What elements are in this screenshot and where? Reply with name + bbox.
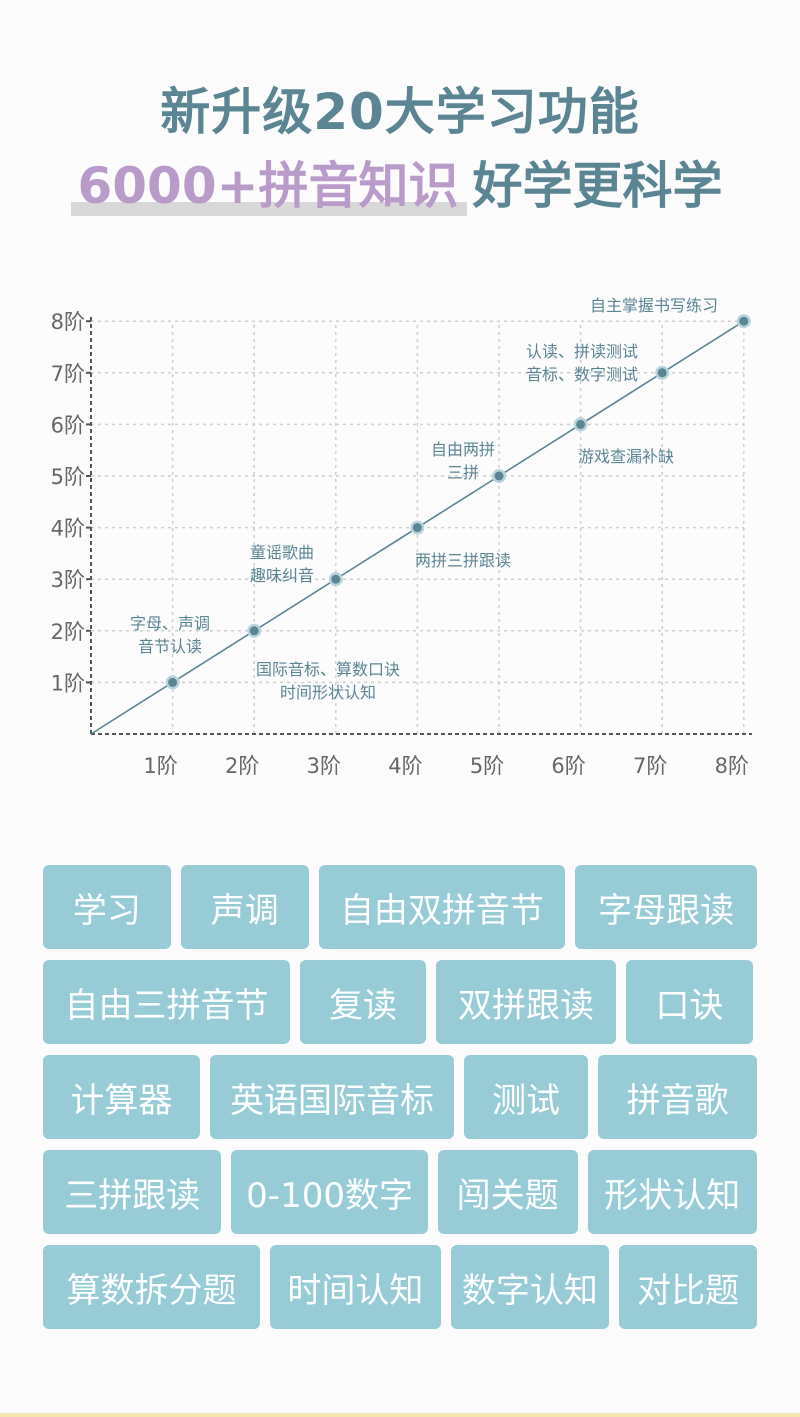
- x-tick-label: 5阶: [470, 754, 504, 778]
- annotation-label: 字母、声调: [130, 614, 210, 633]
- annotation-label: 自主掌握书写练习: [590, 296, 718, 315]
- feature-tag: 拼音歌: [598, 1055, 758, 1139]
- y-tick-label: 4阶: [51, 517, 85, 541]
- feature-tag: 对比题: [619, 1245, 757, 1329]
- annotation-label: 音节认读: [138, 637, 202, 656]
- annotation-label: 游戏查漏补缺: [578, 447, 674, 466]
- annotation-label: 认读、拼读测试: [526, 342, 638, 361]
- feature-tag: 闯关题: [437, 1150, 578, 1234]
- feature-tag: 学习: [43, 865, 171, 949]
- feature-tag: 三拼跟读: [43, 1150, 222, 1234]
- feature-tag: 计算器: [43, 1055, 200, 1139]
- data-point: [168, 677, 178, 687]
- tag-row: 三拼跟读 0-100数字 闯关题 形状认知: [43, 1150, 758, 1234]
- feature-tag: 自由双拼音节: [318, 865, 566, 949]
- annotation-label: 国际音标、算数口诀: [256, 660, 400, 679]
- feature-tag: 形状认知: [587, 1150, 758, 1234]
- page-title: 新升级20大学习功能: [160, 83, 640, 141]
- feature-tag: 双拼跟读: [436, 960, 616, 1044]
- y-tick-label: 2阶: [51, 620, 85, 644]
- y-tick-label: 5阶: [51, 465, 85, 489]
- data-point: [249, 626, 259, 636]
- feature-tag: 数字认知: [450, 1245, 610, 1329]
- data-point: [657, 368, 667, 378]
- y-tick-label: 8阶: [51, 310, 85, 334]
- feature-tag: 英语国际音标: [209, 1055, 455, 1139]
- annotation-label: 自由两拼: [431, 440, 495, 459]
- subtitle-highlight: 6000+拼音知识: [71, 146, 467, 218]
- y-tick-label: 1阶: [51, 671, 85, 695]
- x-tick-label: 1阶: [143, 754, 177, 778]
- annotation-label: 音标、数字测试: [526, 365, 638, 384]
- data-point: [412, 523, 422, 533]
- y-tick-label: 6阶: [51, 413, 85, 437]
- x-tick-label: 6阶: [551, 754, 585, 778]
- tag-row: 算数拆分题 时间认知 数字认知 对比题: [43, 1245, 757, 1329]
- tag-row: 学习 声调 自由双拼音节 字母跟读: [43, 865, 757, 949]
- feature-tag: 测试: [464, 1055, 589, 1139]
- feature-tag: 声调: [180, 865, 309, 949]
- page-subtitle: 6000+拼音知识 好学更科学: [0, 146, 800, 218]
- feature-tag-grid: 学习 声调 自由双拼音节 字母跟读 自由三拼音节 复读 双拼跟读 口诀 计算器 英语国际音标 测试拼…: [43, 865, 758, 1340]
- annotation-label: 三拼: [447, 463, 479, 482]
- x-tick-label: 8阶: [715, 754, 749, 778]
- bottom-divider: [0, 1413, 800, 1417]
- annotation-label: 时间形状认知: [280, 683, 376, 702]
- feature-tag: 口诀: [626, 960, 753, 1044]
- y-tick-label: 3阶: [51, 568, 85, 592]
- data-point: [331, 574, 341, 584]
- y-tick-label: 7阶: [51, 362, 85, 386]
- tag-row: 计算器 英语国际音标 测试 拼音歌: [43, 1055, 758, 1139]
- x-tick-label: 7阶: [633, 754, 667, 778]
- x-tick-label: 3阶: [307, 754, 341, 778]
- data-point: [739, 316, 749, 326]
- feature-tag: 时间认知: [270, 1245, 441, 1329]
- feature-tag: 0-100数字: [231, 1150, 428, 1234]
- progress-chart: 1阶 2阶 3阶 4阶 5阶 6阶 7阶 8阶 1阶 2阶 3阶 4阶 5阶 6阶 7阶 8阶 字母、声调 音节认…: [0, 280, 800, 800]
- x-tick-label: 4阶: [388, 754, 422, 778]
- feature-tag: 复读: [300, 960, 426, 1044]
- annotation-label: 趣味纠音: [250, 566, 314, 585]
- feature-tag: 字母跟读: [575, 865, 757, 949]
- data-point: [576, 419, 586, 429]
- subtitle-rest: 好学更科学: [472, 157, 723, 215]
- annotation-label: 两拼三拼跟读: [415, 551, 511, 570]
- feature-tag: 自由三拼音节: [43, 960, 290, 1044]
- annotation-label: 童谣歌曲: [250, 543, 314, 562]
- tag-row: 自由三拼音节 复读 双拼跟读 口诀: [43, 960, 757, 1044]
- feature-tag: 算数拆分题: [43, 1245, 261, 1329]
- data-point: [494, 471, 504, 481]
- x-tick-label: 2阶: [225, 754, 259, 778]
